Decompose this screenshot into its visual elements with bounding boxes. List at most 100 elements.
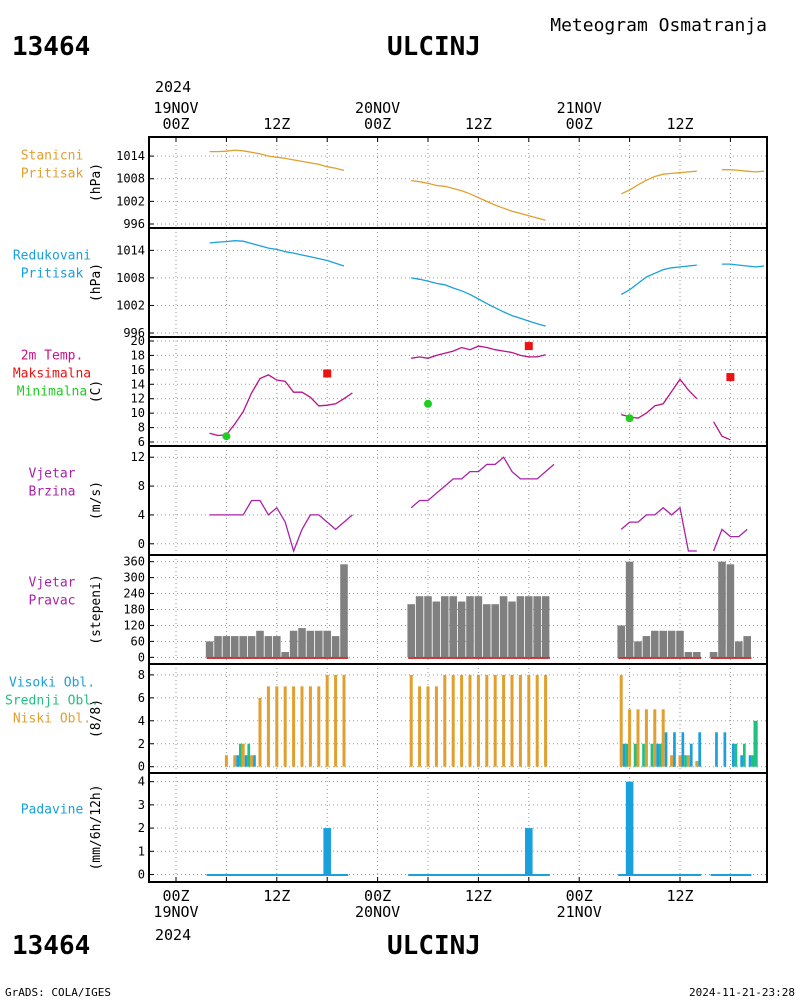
bar — [222, 636, 231, 658]
station-name-top: ULCINJ — [387, 32, 481, 62]
bar — [239, 636, 247, 658]
cloud-bar — [731, 743, 735, 767]
bar — [323, 828, 331, 875]
cloud-bar — [247, 743, 251, 767]
bar — [231, 636, 239, 658]
bar — [298, 628, 306, 658]
y-tick-label: 10 — [131, 406, 145, 420]
bar — [281, 652, 289, 658]
panel-title-line: Srednji Obl. — [5, 694, 99, 709]
y-tick-label: 360 — [123, 555, 145, 569]
cloud-bar — [241, 743, 245, 767]
cloud-bar — [317, 686, 321, 767]
y-tick-label: 0 — [138, 650, 145, 664]
y-tick-label: 14 — [131, 377, 145, 391]
x-label-top: 12Z — [465, 115, 492, 133]
y-tick-label: 0 — [138, 760, 145, 774]
cloud-bar — [275, 686, 279, 767]
x-label-bottom: 00Z — [162, 887, 189, 905]
bar — [491, 604, 499, 658]
y-tick-label: 1002 — [116, 298, 145, 312]
series-line — [712, 528, 748, 552]
x-label-top: 00Z — [566, 115, 593, 133]
bar — [424, 596, 432, 658]
series-line — [209, 374, 353, 437]
min-temp-marker — [625, 414, 634, 423]
cloud-bar — [426, 686, 430, 767]
station-name-bottom: ULCINJ — [387, 931, 481, 961]
cloud-bar — [723, 732, 727, 767]
bar — [205, 641, 214, 658]
max-temp-marker — [524, 342, 533, 351]
bar — [474, 596, 483, 658]
y-tick-label: 4 — [138, 775, 145, 789]
series-line — [209, 240, 345, 267]
cloud-bar — [283, 686, 287, 767]
cloud-bar — [644, 709, 648, 767]
panel-redukovani: 996 1002 1008 1014 (hPa)Redukovani Pritisak — [13, 227, 768, 340]
cloud-bar — [224, 755, 228, 767]
bar — [617, 625, 625, 658]
x-label-bottom: 12Z — [263, 887, 290, 905]
y-tick-label: 0 — [138, 537, 145, 551]
unit-label: (mm/6h/12h) — [89, 784, 104, 870]
y-tick-label: 4 — [138, 508, 145, 522]
max-temp-marker — [726, 373, 735, 382]
panel-oblacnost: 0 2 4 6 8 (8/8) Visoki Obl. Srednji Obl. Niski O… — [5, 663, 768, 774]
cloud-bar — [443, 674, 447, 767]
cloud-bar — [628, 709, 632, 767]
x-label-top: 20NOV — [355, 99, 400, 117]
panel-title-line: Pritisak — [21, 267, 84, 282]
station-id-top: 13464 — [12, 32, 90, 62]
bar — [533, 596, 541, 658]
panel-title-line: Redukovani — [13, 249, 91, 264]
x-label-top: 00Z — [162, 115, 189, 133]
cloud-bar — [502, 674, 506, 767]
y-tick-label: 1014 — [116, 149, 145, 163]
footer-right: 2024-11-21-23:28 — [689, 986, 795, 999]
x-label-bottom: 12Z — [666, 887, 693, 905]
cloud-bar — [684, 755, 687, 767]
min-temp-marker — [222, 432, 231, 441]
cloud-bar — [409, 674, 413, 767]
cloud-bar — [250, 755, 254, 767]
panel-title-line: Minimalna — [17, 385, 87, 400]
cloud-bar — [625, 743, 629, 767]
series-line — [722, 169, 765, 173]
x-label-top: 00Z — [364, 115, 391, 133]
bar — [264, 636, 273, 658]
cloud-bar — [342, 674, 346, 767]
x-label-top: 21NOV — [557, 99, 602, 117]
cloud-bar — [308, 686, 312, 767]
panel-title-line: Maksimalna — [13, 367, 91, 382]
cloud-bar — [418, 686, 422, 767]
y-tick-label: 12 — [131, 450, 145, 464]
unit-label: (hPa) — [89, 163, 104, 202]
bar — [718, 561, 726, 658]
bar — [726, 564, 735, 658]
bar — [214, 636, 222, 658]
bar — [525, 828, 533, 875]
cloud-bar — [233, 755, 237, 767]
panel-title-line: Vjetar — [29, 467, 76, 482]
panel-frame — [148, 227, 768, 338]
series-line — [621, 378, 698, 419]
panel-title-line: Vjetar — [29, 576, 76, 591]
unit-label: (C) — [89, 380, 104, 403]
bar — [289, 630, 298, 658]
bar — [642, 636, 651, 658]
cloud-bar — [650, 743, 654, 767]
year-bottom: 2024 — [155, 926, 191, 944]
cloud-bar — [239, 743, 242, 767]
bar — [684, 652, 693, 658]
panel-title-line: Brzina — [29, 485, 76, 500]
bar — [525, 596, 533, 658]
cloud-bar — [642, 743, 645, 767]
cloud-bar — [535, 674, 539, 767]
y-tick-label: 300 — [123, 571, 145, 585]
series-line — [209, 499, 353, 554]
panel-padavine: 0 1 2 3 4 (mm/6h/12h) Padavine — [21, 772, 768, 883]
bar — [625, 781, 634, 875]
bar — [273, 636, 281, 658]
